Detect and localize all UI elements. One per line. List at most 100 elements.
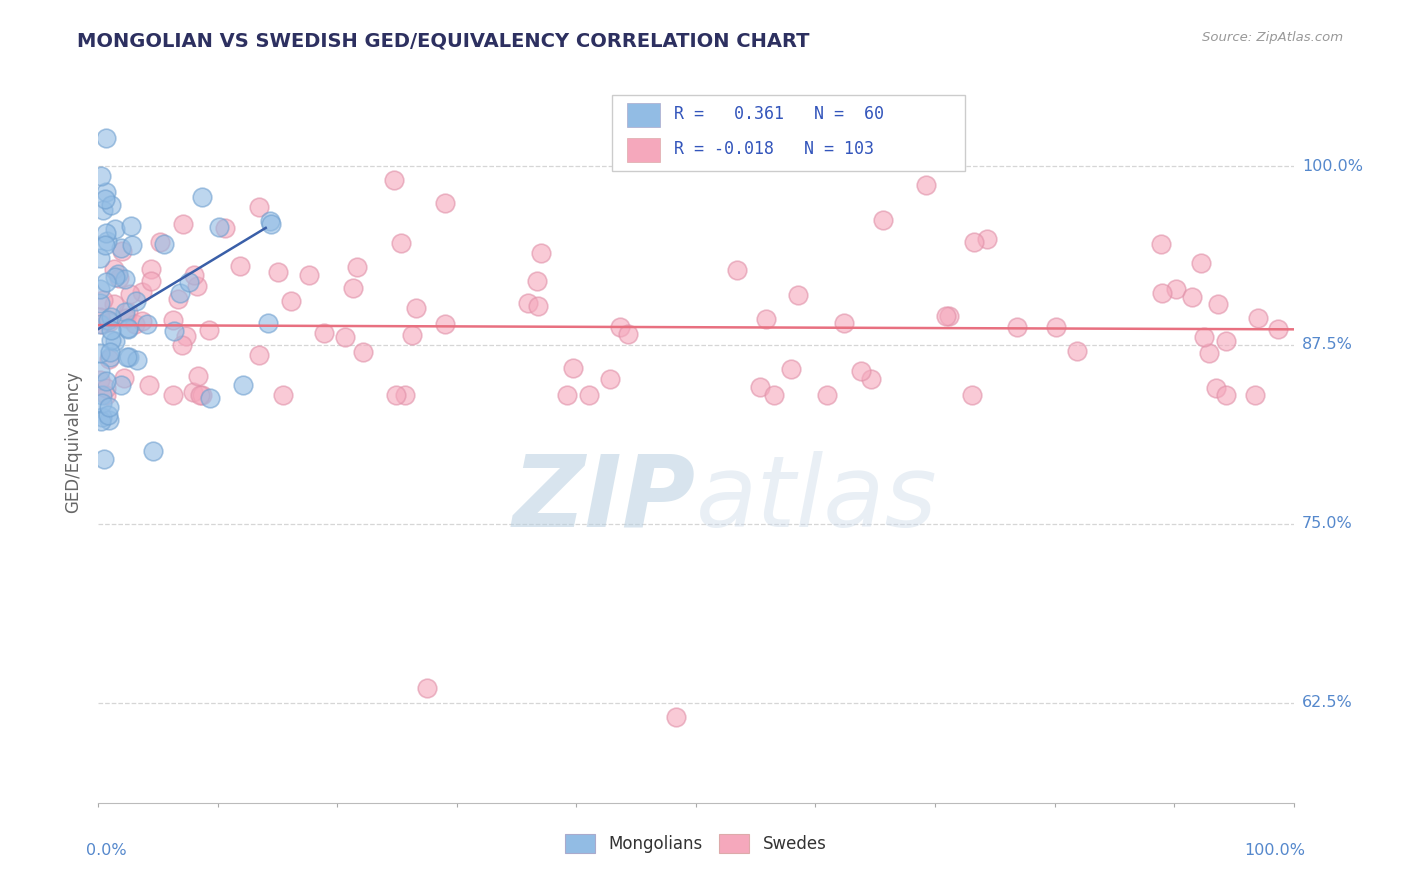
Point xyxy=(98,412,121,426)
Point xyxy=(94,192,117,206)
Point xyxy=(1192,330,1215,344)
Point xyxy=(94,226,117,240)
Point xyxy=(97,313,120,327)
Point xyxy=(389,236,412,251)
Point xyxy=(963,235,986,249)
Point xyxy=(256,316,278,330)
Point xyxy=(127,353,149,368)
Point xyxy=(214,221,236,235)
Point xyxy=(762,388,785,402)
Point xyxy=(915,178,938,192)
Point xyxy=(191,388,214,402)
Point xyxy=(188,388,211,402)
Point xyxy=(89,345,111,359)
Point xyxy=(172,218,194,232)
Point xyxy=(229,259,252,273)
Point xyxy=(153,237,176,252)
Point xyxy=(98,352,121,367)
Text: 100.0%: 100.0% xyxy=(1302,159,1362,174)
Point xyxy=(89,310,111,325)
Point xyxy=(91,317,114,331)
Point xyxy=(162,313,184,327)
Point xyxy=(599,372,621,386)
Text: R = -0.018   N = 103: R = -0.018 N = 103 xyxy=(675,140,875,158)
Point xyxy=(260,217,283,231)
Point xyxy=(1208,297,1230,311)
Text: 62.5%: 62.5% xyxy=(1302,695,1353,710)
Point xyxy=(117,351,139,365)
Y-axis label: GED/Equivalency: GED/Equivalency xyxy=(65,370,83,513)
Point xyxy=(1215,388,1237,402)
Point xyxy=(118,286,141,301)
Point xyxy=(530,246,553,260)
Point xyxy=(117,305,139,319)
Point xyxy=(851,363,873,377)
Point xyxy=(110,378,132,392)
Point xyxy=(139,262,162,277)
Point xyxy=(124,318,146,332)
Point xyxy=(665,710,688,724)
Point xyxy=(562,360,585,375)
Point xyxy=(141,274,163,288)
Point xyxy=(98,350,121,364)
Point xyxy=(94,237,117,252)
Point xyxy=(609,320,631,334)
Text: Source: ZipAtlas.com: Source: ZipAtlas.com xyxy=(1202,31,1343,45)
Point xyxy=(163,324,186,338)
Point xyxy=(115,311,138,326)
Point xyxy=(382,173,405,187)
Point xyxy=(100,323,122,337)
Point xyxy=(89,296,111,310)
Point xyxy=(934,309,956,323)
Point xyxy=(166,292,188,306)
Point xyxy=(401,328,423,343)
Point xyxy=(169,285,191,300)
Point xyxy=(267,265,290,279)
Point xyxy=(755,312,778,326)
Point xyxy=(385,388,408,402)
Point xyxy=(96,235,118,249)
Point xyxy=(1066,343,1088,358)
Point xyxy=(872,212,894,227)
Point xyxy=(111,244,134,258)
Point xyxy=(104,221,127,235)
Point xyxy=(1166,282,1188,296)
Point xyxy=(91,202,114,217)
Point xyxy=(333,329,356,343)
Point xyxy=(183,268,205,282)
Point xyxy=(247,349,270,363)
Point xyxy=(97,409,120,423)
Legend: Mongolians, Swedes: Mongolians, Swedes xyxy=(558,827,834,860)
FancyBboxPatch shape xyxy=(627,103,661,128)
Point xyxy=(1205,381,1227,395)
Point xyxy=(117,322,139,336)
Point xyxy=(860,372,883,386)
Point xyxy=(100,310,122,324)
Point xyxy=(104,334,127,349)
Point xyxy=(89,373,111,387)
Point xyxy=(94,130,117,145)
Point xyxy=(1191,256,1213,270)
Point xyxy=(208,220,231,235)
Point xyxy=(312,326,335,340)
Point xyxy=(90,388,112,402)
Point xyxy=(135,317,157,331)
Point xyxy=(433,196,456,211)
Point xyxy=(346,260,368,274)
Text: 0.0%: 0.0% xyxy=(87,843,127,857)
Point xyxy=(1198,346,1220,360)
Point xyxy=(249,200,271,214)
Point xyxy=(114,272,136,286)
Point xyxy=(96,275,118,289)
Point xyxy=(960,388,983,402)
Point xyxy=(115,350,138,364)
Text: 87.5%: 87.5% xyxy=(1302,337,1353,352)
Point xyxy=(112,371,135,385)
Point xyxy=(280,293,302,308)
Point xyxy=(976,232,998,246)
Point xyxy=(97,400,120,414)
Point xyxy=(352,344,374,359)
Point xyxy=(121,238,143,252)
Point xyxy=(181,385,204,400)
Point xyxy=(110,241,132,255)
